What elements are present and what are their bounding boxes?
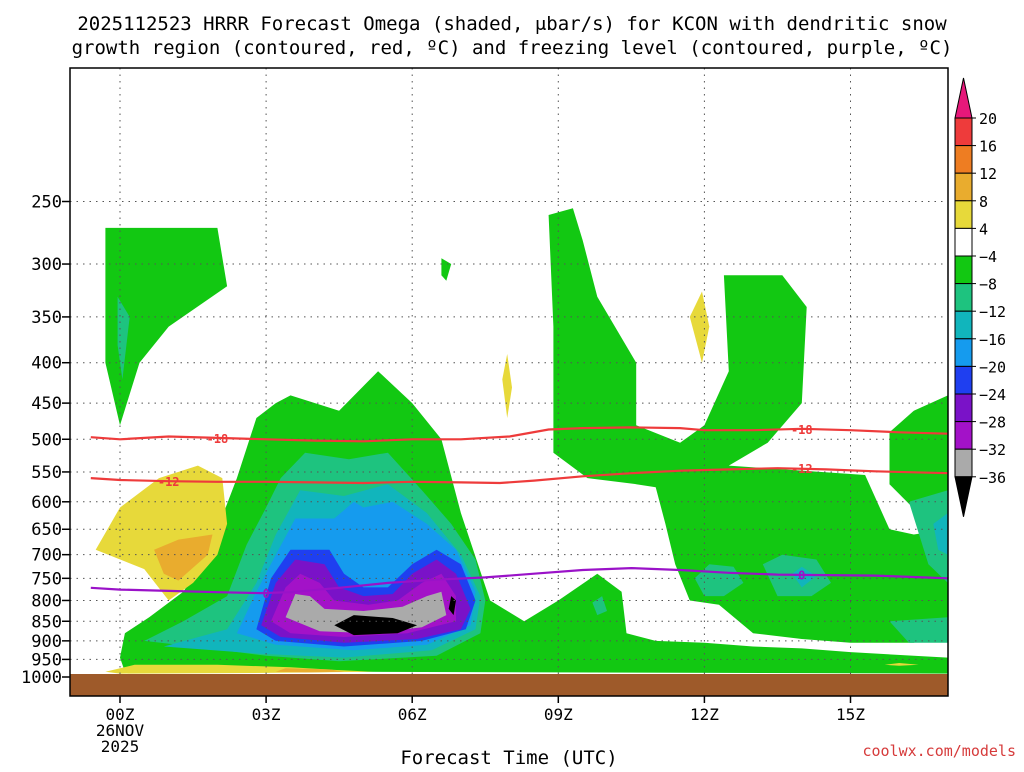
omega-region-25: [502, 354, 512, 418]
plot-frame: [69, 67, 949, 697]
y-tick-label: 250: [31, 193, 62, 213]
y-tick-label: 350: [31, 308, 62, 328]
y-tick-label: 800: [31, 591, 62, 611]
chart-title: 2025112523 HRRR Forecast Omega (shaded, …: [72, 13, 953, 59]
y-tick-label: 650: [31, 520, 62, 540]
omega-region-23: [95, 465, 228, 601]
colorbar-swatch-11: [954, 393, 973, 423]
colorbar-label: −16: [979, 331, 1006, 349]
colorbar-swatch-10: [954, 365, 973, 395]
y-tick-label: 750: [31, 569, 62, 589]
y-axis: 2503003504004505005506006507007508008509…: [21, 193, 70, 688]
colorbar-swatch-7: [954, 283, 973, 312]
y-tick-label: 450: [31, 394, 62, 414]
colorbar-label: 16: [979, 138, 997, 156]
colorbar-label: 12: [979, 165, 997, 183]
omega-region-14: [548, 208, 948, 643]
gridlines: [70, 68, 948, 696]
contour-label-0: 0: [262, 587, 269, 601]
contour-line--12: [90, 467, 948, 485]
colorbar-label: 20: [979, 110, 997, 128]
colorbar-label: 4: [979, 220, 988, 238]
colorbar-swatch-5: [954, 227, 973, 257]
x-axis-label: Forecast Time (UTC): [400, 747, 617, 768]
colorbar-swatch-3: [954, 172, 973, 202]
contour-line-0: [90, 566, 948, 595]
x-tick-label: 00Z: [106, 705, 135, 724]
omega-region-20: [933, 513, 948, 555]
x-tick-label: 09Z: [544, 705, 573, 724]
colorbar-label: −8: [979, 276, 997, 294]
colorbar-swatch-4: [954, 200, 973, 229]
chart-title-line-1: 2025112523 HRRR Forecast Omega (shaded, …: [77, 13, 947, 35]
x-tick-label: 03Z: [252, 705, 281, 724]
colorbar-top-arrow: [954, 77, 973, 119]
colorbar-swatch-12: [954, 421, 973, 450]
y-tick-label: 850: [31, 612, 62, 632]
colorbar-swatch-8: [954, 310, 973, 340]
colorbar-swatch-2: [954, 145, 973, 174]
colorbar-bottom-arrow: [954, 476, 973, 517]
omega-region-29: [884, 663, 919, 666]
x-tick-label: 06Z: [398, 705, 427, 724]
omega-region-1: [105, 227, 228, 426]
x-tick-year: 2025: [101, 737, 140, 756]
colorbar-swatch-6: [954, 255, 973, 285]
watermark: coolwx.com/models: [862, 742, 1016, 760]
omega-region-19: [908, 490, 948, 583]
colorbar-label: −28: [979, 414, 1006, 432]
omega-region-21: [889, 617, 948, 643]
colorbar-label: −36: [979, 469, 1006, 487]
ground-surface: [70, 674, 948, 696]
contour-label-0: 0: [798, 569, 805, 583]
omega-region-12: [334, 615, 418, 636]
contour-lines: -18 -18 -12 -12 0 0: [90, 423, 948, 601]
colorbar-label: −24: [979, 386, 1006, 404]
plot-area: -18 -18 -12 -12 0 0: [70, 68, 948, 696]
colorbar-label: −4: [979, 248, 997, 266]
contour-label--18: -18: [791, 423, 813, 437]
x-tick-label: 15Z: [836, 705, 865, 724]
contour-label--12: -12: [158, 475, 180, 489]
colorbar-swatch-9: [954, 338, 973, 367]
omega-region-24: [154, 534, 213, 581]
colorbar-swatch-1: [954, 117, 973, 147]
omega-region-18: [792, 566, 817, 588]
y-tick-label: 300: [31, 255, 62, 275]
colorbar-label: −32: [979, 441, 1006, 459]
chart-title-line-2: growth region (contoured, red, ºC) and f…: [72, 37, 953, 59]
y-tick-label: 400: [31, 354, 62, 374]
contour-line--18: [90, 426, 948, 443]
y-tick-label: 600: [31, 493, 62, 513]
contour-label--18: -18: [207, 432, 229, 446]
y-tick-label: 900: [31, 632, 62, 652]
colorbar-label: 8: [979, 193, 988, 211]
y-tick-label: 950: [31, 650, 62, 670]
y-tick-label: 550: [31, 463, 62, 483]
y-tick-label: 1000: [21, 668, 62, 688]
colorbar-label: −20: [979, 358, 1006, 376]
omega-region-3: [441, 258, 452, 281]
omega-shading: [95, 208, 948, 674]
omega-region-2: [117, 296, 130, 380]
omega-region-28: [275, 668, 344, 673]
y-tick-label: 500: [31, 430, 62, 450]
colorbar-legend: 20 16 12 8 4 −4 −8 −12 −16 −20 −24 −28 −32 −36: [954, 77, 1006, 517]
colorbar-label: −12: [979, 303, 1006, 321]
y-tick-label: 700: [31, 546, 62, 566]
x-tick-label: 12Z: [690, 705, 719, 724]
x-tick-date: 26NOV: [96, 721, 145, 740]
contour-label--12: -12: [791, 462, 813, 476]
colorbar-swatch-13: [954, 448, 973, 478]
